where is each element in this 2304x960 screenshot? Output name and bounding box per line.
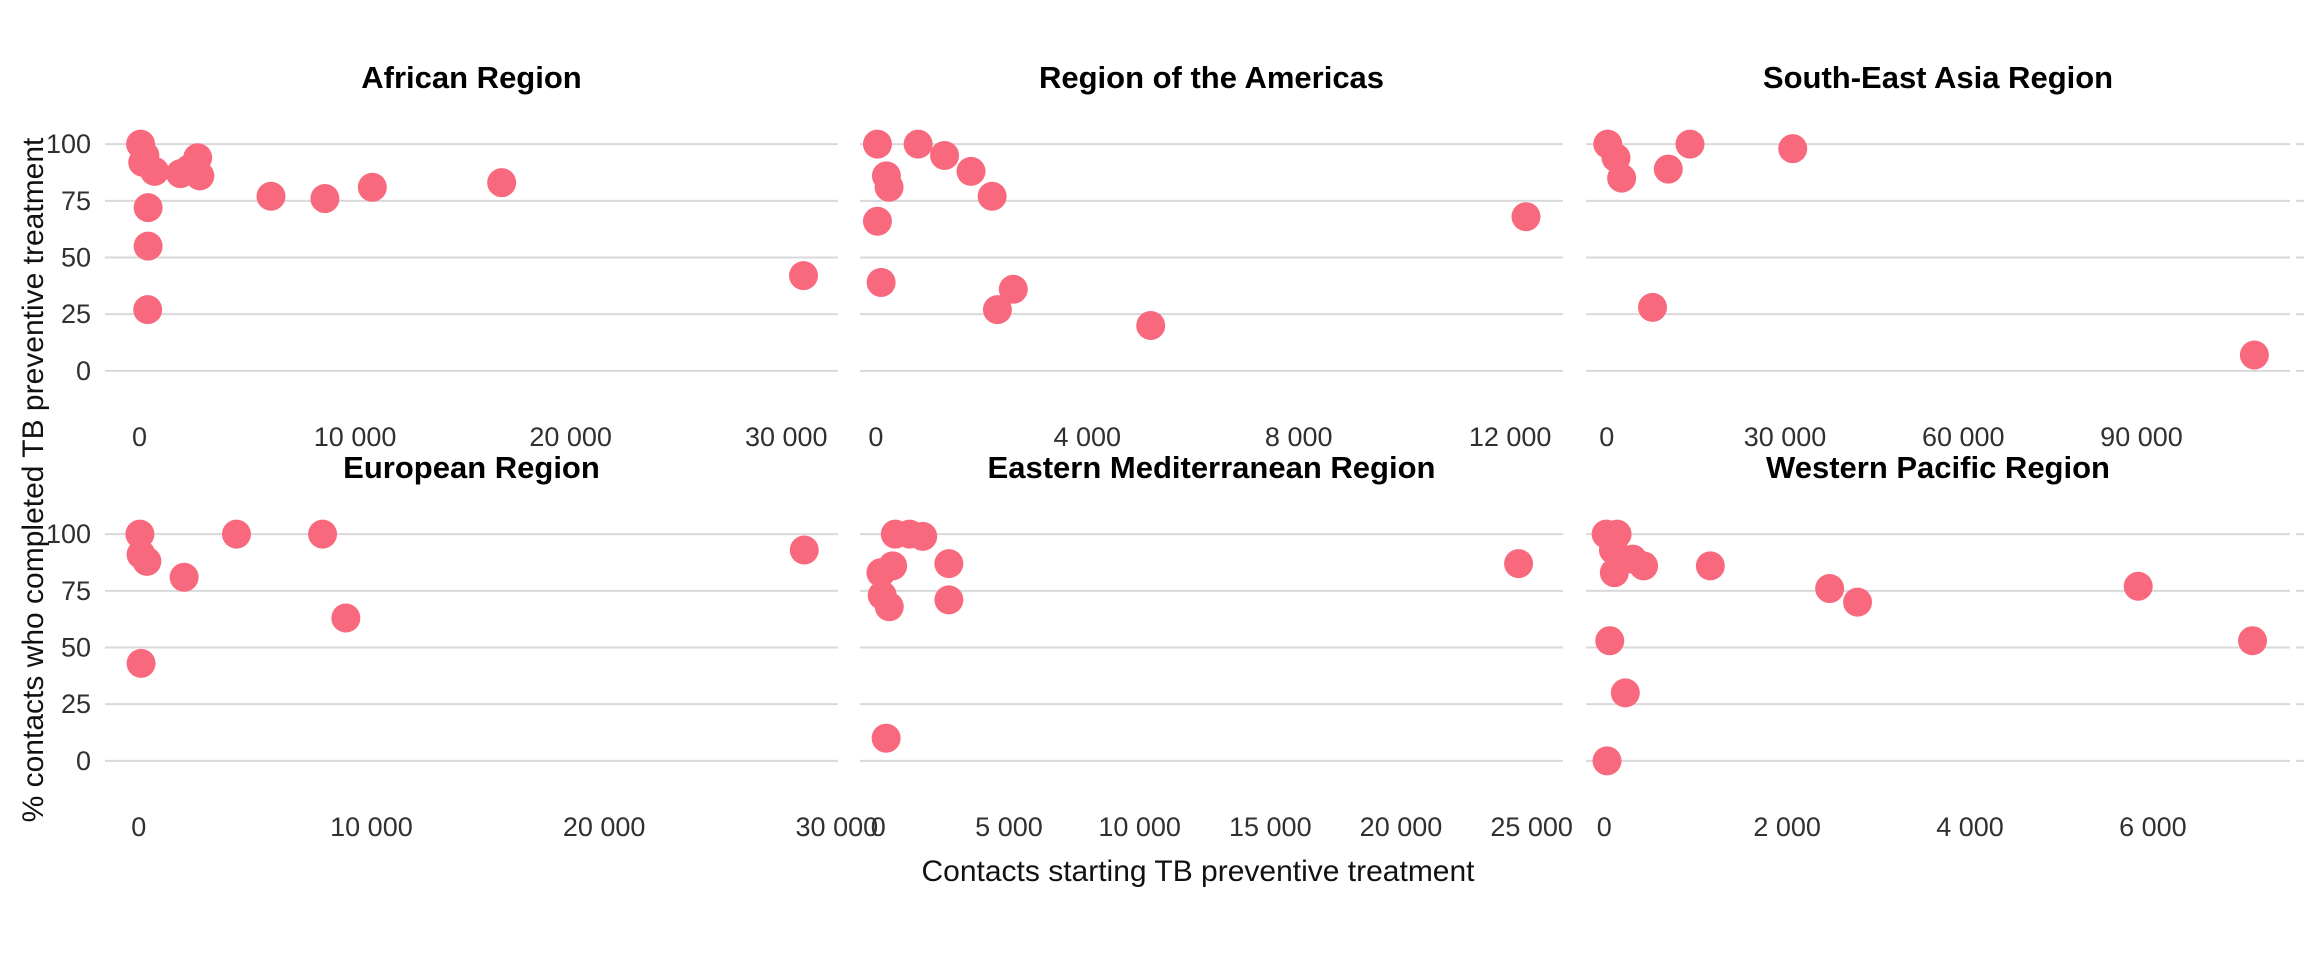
data-point xyxy=(982,295,1012,325)
panel-title: Eastern Mediterranean Region xyxy=(988,450,1436,485)
data-point xyxy=(977,181,1007,211)
data-point xyxy=(874,172,904,202)
data-point xyxy=(1595,626,1625,656)
data-point xyxy=(1695,551,1725,581)
x-tick-label: 30 000 xyxy=(745,422,828,452)
x-tick-label: 6 000 xyxy=(2119,812,2187,842)
y-axis-title: % contacts who completed TB preventive t… xyxy=(17,137,50,823)
y-tick-label: 50 xyxy=(61,633,91,663)
data-point xyxy=(903,129,933,159)
data-point xyxy=(1843,587,1873,617)
x-tick-label: 0 xyxy=(1597,812,1612,842)
y-tick-label: 0 xyxy=(76,746,91,776)
data-point xyxy=(1638,292,1668,322)
panel-title: Region of the Americas xyxy=(1039,60,1384,95)
x-tick-label: 20 000 xyxy=(529,422,612,452)
y-tick-label: 25 xyxy=(61,299,91,329)
data-point xyxy=(1136,311,1166,341)
panel-title: South-East Asia Region xyxy=(1763,60,2113,95)
data-point xyxy=(1504,549,1534,579)
data-point xyxy=(1653,154,1683,184)
x-tick-label: 0 xyxy=(871,812,886,842)
data-point xyxy=(871,723,901,753)
panel-title: European Region xyxy=(343,450,600,485)
data-point xyxy=(1778,134,1808,164)
data-point xyxy=(862,206,892,236)
x-tick-label: 10 000 xyxy=(1098,812,1181,842)
y-tick-label: 0 xyxy=(76,356,91,386)
data-point xyxy=(169,562,199,592)
data-point xyxy=(2238,626,2268,656)
data-point xyxy=(1675,129,1705,159)
y-tick-label: 100 xyxy=(46,129,91,159)
x-tick-label: 0 xyxy=(132,422,147,452)
data-point xyxy=(930,140,960,170)
data-point xyxy=(789,261,819,291)
data-point xyxy=(310,184,340,214)
data-point xyxy=(862,129,892,159)
x-axis-title: Contacts starting TB preventive treatmen… xyxy=(921,855,1475,888)
x-tick-label: 12 000 xyxy=(1469,422,1552,452)
data-point xyxy=(874,592,904,622)
data-point xyxy=(1815,574,1845,604)
data-point xyxy=(331,603,361,633)
data-point xyxy=(133,193,163,223)
data-point xyxy=(934,585,964,615)
data-point xyxy=(487,168,517,198)
data-point xyxy=(1607,163,1637,193)
data-point xyxy=(866,267,896,297)
y-tick-label: 75 xyxy=(61,186,91,216)
x-tick-label: 10 000 xyxy=(330,812,413,842)
y-tick-label: 25 xyxy=(61,689,91,719)
x-tick-label: 20 000 xyxy=(563,812,646,842)
x-tick-label: 10 000 xyxy=(314,422,397,452)
x-tick-label: 60 000 xyxy=(1922,422,2005,452)
x-tick-label: 90 000 xyxy=(2100,422,2183,452)
data-point xyxy=(133,295,163,325)
x-tick-label: 25 000 xyxy=(1490,812,1573,842)
data-point xyxy=(789,535,819,565)
x-tick-label: 30 000 xyxy=(1744,422,1827,452)
data-point xyxy=(357,172,387,202)
x-tick-label: 5 000 xyxy=(975,812,1043,842)
x-tick-label: 2 000 xyxy=(1753,812,1821,842)
data-point xyxy=(878,551,908,581)
data-point xyxy=(1610,678,1640,708)
data-point xyxy=(1629,551,1659,581)
data-point xyxy=(1511,202,1541,232)
x-tick-label: 4 000 xyxy=(1936,812,2004,842)
y-tick-label: 75 xyxy=(61,576,91,606)
x-tick-label: 0 xyxy=(1599,422,1614,452)
data-point xyxy=(2239,340,2269,370)
x-tick-label: 20 000 xyxy=(1360,812,1443,842)
panel-title: African Region xyxy=(361,60,581,95)
x-tick-label: 8 000 xyxy=(1265,422,1333,452)
data-point xyxy=(934,549,964,579)
x-tick-label: 4 000 xyxy=(1053,422,1121,452)
data-point xyxy=(998,274,1028,304)
data-point xyxy=(185,161,215,191)
x-tick-label: 30 000 xyxy=(796,812,879,842)
x-tick-label: 15 000 xyxy=(1229,812,1312,842)
y-tick-label: 100 xyxy=(46,519,91,549)
data-point xyxy=(140,156,170,186)
data-point xyxy=(2123,571,2153,601)
data-point xyxy=(132,546,162,576)
x-tick-label: 0 xyxy=(868,422,883,452)
data-point xyxy=(908,521,938,551)
data-point xyxy=(308,519,338,549)
x-tick-label: 0 xyxy=(131,812,146,842)
data-point xyxy=(256,181,286,211)
panel-title: Western Pacific Region xyxy=(1766,450,2110,485)
data-point xyxy=(133,231,163,261)
data-point xyxy=(221,519,251,549)
y-tick-label: 50 xyxy=(61,243,91,273)
data-point xyxy=(956,156,986,186)
data-point xyxy=(1592,746,1622,776)
data-point xyxy=(126,648,156,678)
